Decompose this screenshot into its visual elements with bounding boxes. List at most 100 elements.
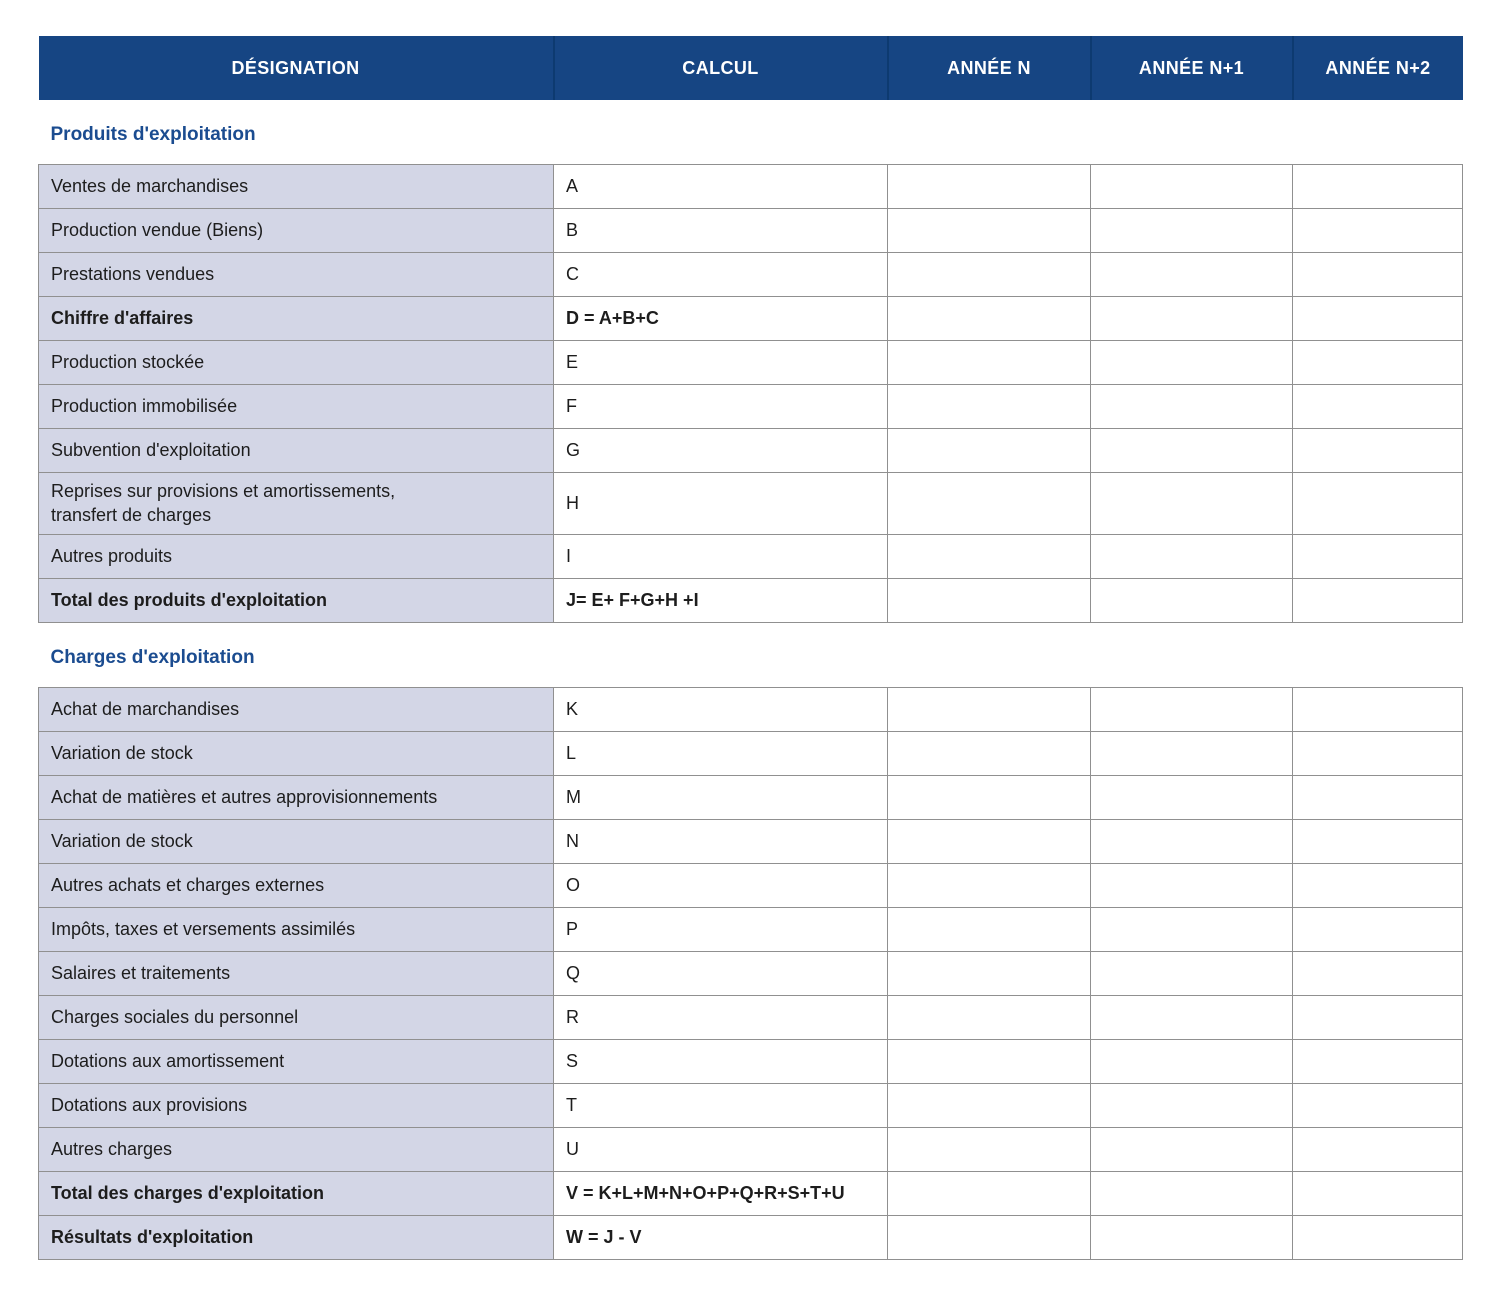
year-value-cell	[1090, 164, 1293, 209]
row-label: Achat de marchandises	[38, 686, 554, 732]
year-value-cell	[887, 994, 1091, 1040]
year-value-cell	[1090, 533, 1293, 579]
year-value-cell	[1292, 730, 1463, 776]
year-value-cell	[887, 1214, 1091, 1260]
year-value-cell	[887, 1038, 1091, 1084]
year-value-cell	[1090, 730, 1293, 776]
column-header-designation: DÉSIGNATION	[38, 36, 554, 100]
year-value-cell	[1090, 1082, 1293, 1128]
table-row: Prestations vendues C	[38, 252, 1463, 297]
year-value-cell	[1292, 1126, 1463, 1172]
year-value-cell	[1090, 577, 1293, 623]
row-label: Charges sociales du personnel	[38, 994, 554, 1040]
row-calc-formula: E	[553, 340, 888, 385]
row-label: Total des produits d'exploitation	[38, 577, 554, 623]
row-label: Autres produits	[38, 533, 554, 579]
row-label: Variation de stock	[38, 818, 554, 864]
table-row: Reprises sur provisions et amortissement…	[38, 472, 1463, 535]
year-value-cell	[887, 1170, 1091, 1216]
table-row: Dotations aux provisions T	[38, 1082, 1463, 1128]
year-value-cell	[1090, 340, 1293, 385]
table-row: Variation de stock N	[38, 818, 1463, 864]
row-label: Dotations aux provisions	[38, 1082, 554, 1128]
year-value-cell	[1292, 340, 1463, 385]
table-row: Total des produits d'exploitation J= E+ F…	[38, 577, 1463, 623]
table-row: Production stockée E	[38, 340, 1463, 385]
year-value-cell	[1090, 906, 1293, 952]
year-value-cell	[1292, 1038, 1463, 1084]
table-row: Achat de marchandises K	[38, 686, 1463, 732]
row-calc-formula: A	[553, 164, 888, 209]
year-value-cell	[887, 577, 1091, 623]
section-row: Produits d'exploitation	[38, 100, 1463, 165]
year-value-cell	[887, 686, 1091, 732]
row-calc-formula: P	[553, 906, 888, 952]
row-calc-formula: W = J - V	[553, 1214, 888, 1260]
row-calc-formula: B	[553, 208, 888, 253]
year-value-cell	[1090, 252, 1293, 297]
year-value-cell	[1292, 384, 1463, 429]
row-label: Impôts, taxes et versements assimilés	[38, 906, 554, 952]
year-value-cell	[1292, 862, 1463, 908]
year-value-cell	[1292, 252, 1463, 297]
year-value-cell	[887, 1082, 1091, 1128]
table-row: Production vendue (Biens) B	[38, 208, 1463, 253]
year-value-cell	[887, 208, 1091, 253]
row-label: Achat de matières et autres approvisionn…	[38, 774, 554, 820]
row-calc-formula: I	[553, 533, 888, 579]
row-label: Autres charges	[38, 1126, 554, 1172]
column-header-annee-n1: ANNÉE N+1	[1089, 36, 1293, 100]
row-calc-formula: J= E+ F+G+H +I	[553, 577, 888, 623]
year-value-cell	[1090, 428, 1293, 473]
year-value-cell	[1090, 818, 1293, 864]
table-row: Autres charges U	[38, 1126, 1463, 1172]
row-calc-formula: F	[553, 384, 888, 429]
year-value-cell	[1292, 906, 1463, 952]
row-calc-formula: V = K+L+M+N+O+P+Q+R+S+T+U	[553, 1170, 888, 1216]
row-calc-formula: O	[553, 862, 888, 908]
table-row: Salaires et traitements Q	[38, 950, 1463, 996]
row-calc-formula: H	[553, 472, 888, 535]
table-row: Ventes de marchandises A	[38, 164, 1463, 209]
row-calc-formula: D = A+B+C	[553, 296, 888, 341]
year-value-cell	[887, 862, 1091, 908]
row-label: Variation de stock	[38, 730, 554, 776]
year-value-cell	[1292, 1082, 1463, 1128]
table-row: Subvention d'exploitation G	[38, 428, 1463, 473]
row-calc-formula: G	[553, 428, 888, 473]
row-calc-formula: R	[553, 994, 888, 1040]
row-calc-formula: U	[553, 1126, 888, 1172]
year-value-cell	[887, 906, 1091, 952]
table-row: Production immobilisée F	[38, 384, 1463, 429]
year-value-cell	[1090, 950, 1293, 996]
table-row: Autres produits I	[38, 533, 1463, 579]
row-label: Prestations vendues	[38, 252, 554, 297]
row-label: Subvention d'exploitation	[38, 428, 554, 473]
year-value-cell	[1292, 296, 1463, 341]
year-value-cell	[887, 533, 1091, 579]
year-value-cell	[1292, 686, 1463, 732]
year-value-cell	[887, 296, 1091, 341]
year-value-cell	[1090, 686, 1293, 732]
year-value-cell	[887, 428, 1091, 473]
year-value-cell	[1292, 577, 1463, 623]
year-value-cell	[1292, 994, 1463, 1040]
table-row: Impôts, taxes et versements assimilés P	[38, 906, 1463, 952]
year-value-cell	[1090, 296, 1293, 341]
table-row: Variation de stock L	[38, 730, 1463, 776]
year-value-cell	[887, 818, 1091, 864]
row-calc-formula: T	[553, 1082, 888, 1128]
year-value-cell	[887, 164, 1091, 209]
table-row: Résultats d'exploitation W = J - V	[38, 1214, 1463, 1260]
year-value-cell	[887, 950, 1091, 996]
year-value-cell	[887, 730, 1091, 776]
year-value-cell	[1090, 1214, 1293, 1260]
year-value-cell	[1292, 428, 1463, 473]
row-calc-formula: K	[553, 686, 888, 732]
row-calc-formula: M	[553, 774, 888, 820]
table-row: Total des charges d'exploitation V = K+L+…	[38, 1170, 1463, 1216]
table-row: Autres achats et charges externes O	[38, 862, 1463, 908]
section-row: Charges d'exploitation	[38, 622, 1463, 688]
year-value-cell	[887, 252, 1091, 297]
table-body: Produits d'exploitation Ventes de marchan…	[38, 100, 1463, 1260]
